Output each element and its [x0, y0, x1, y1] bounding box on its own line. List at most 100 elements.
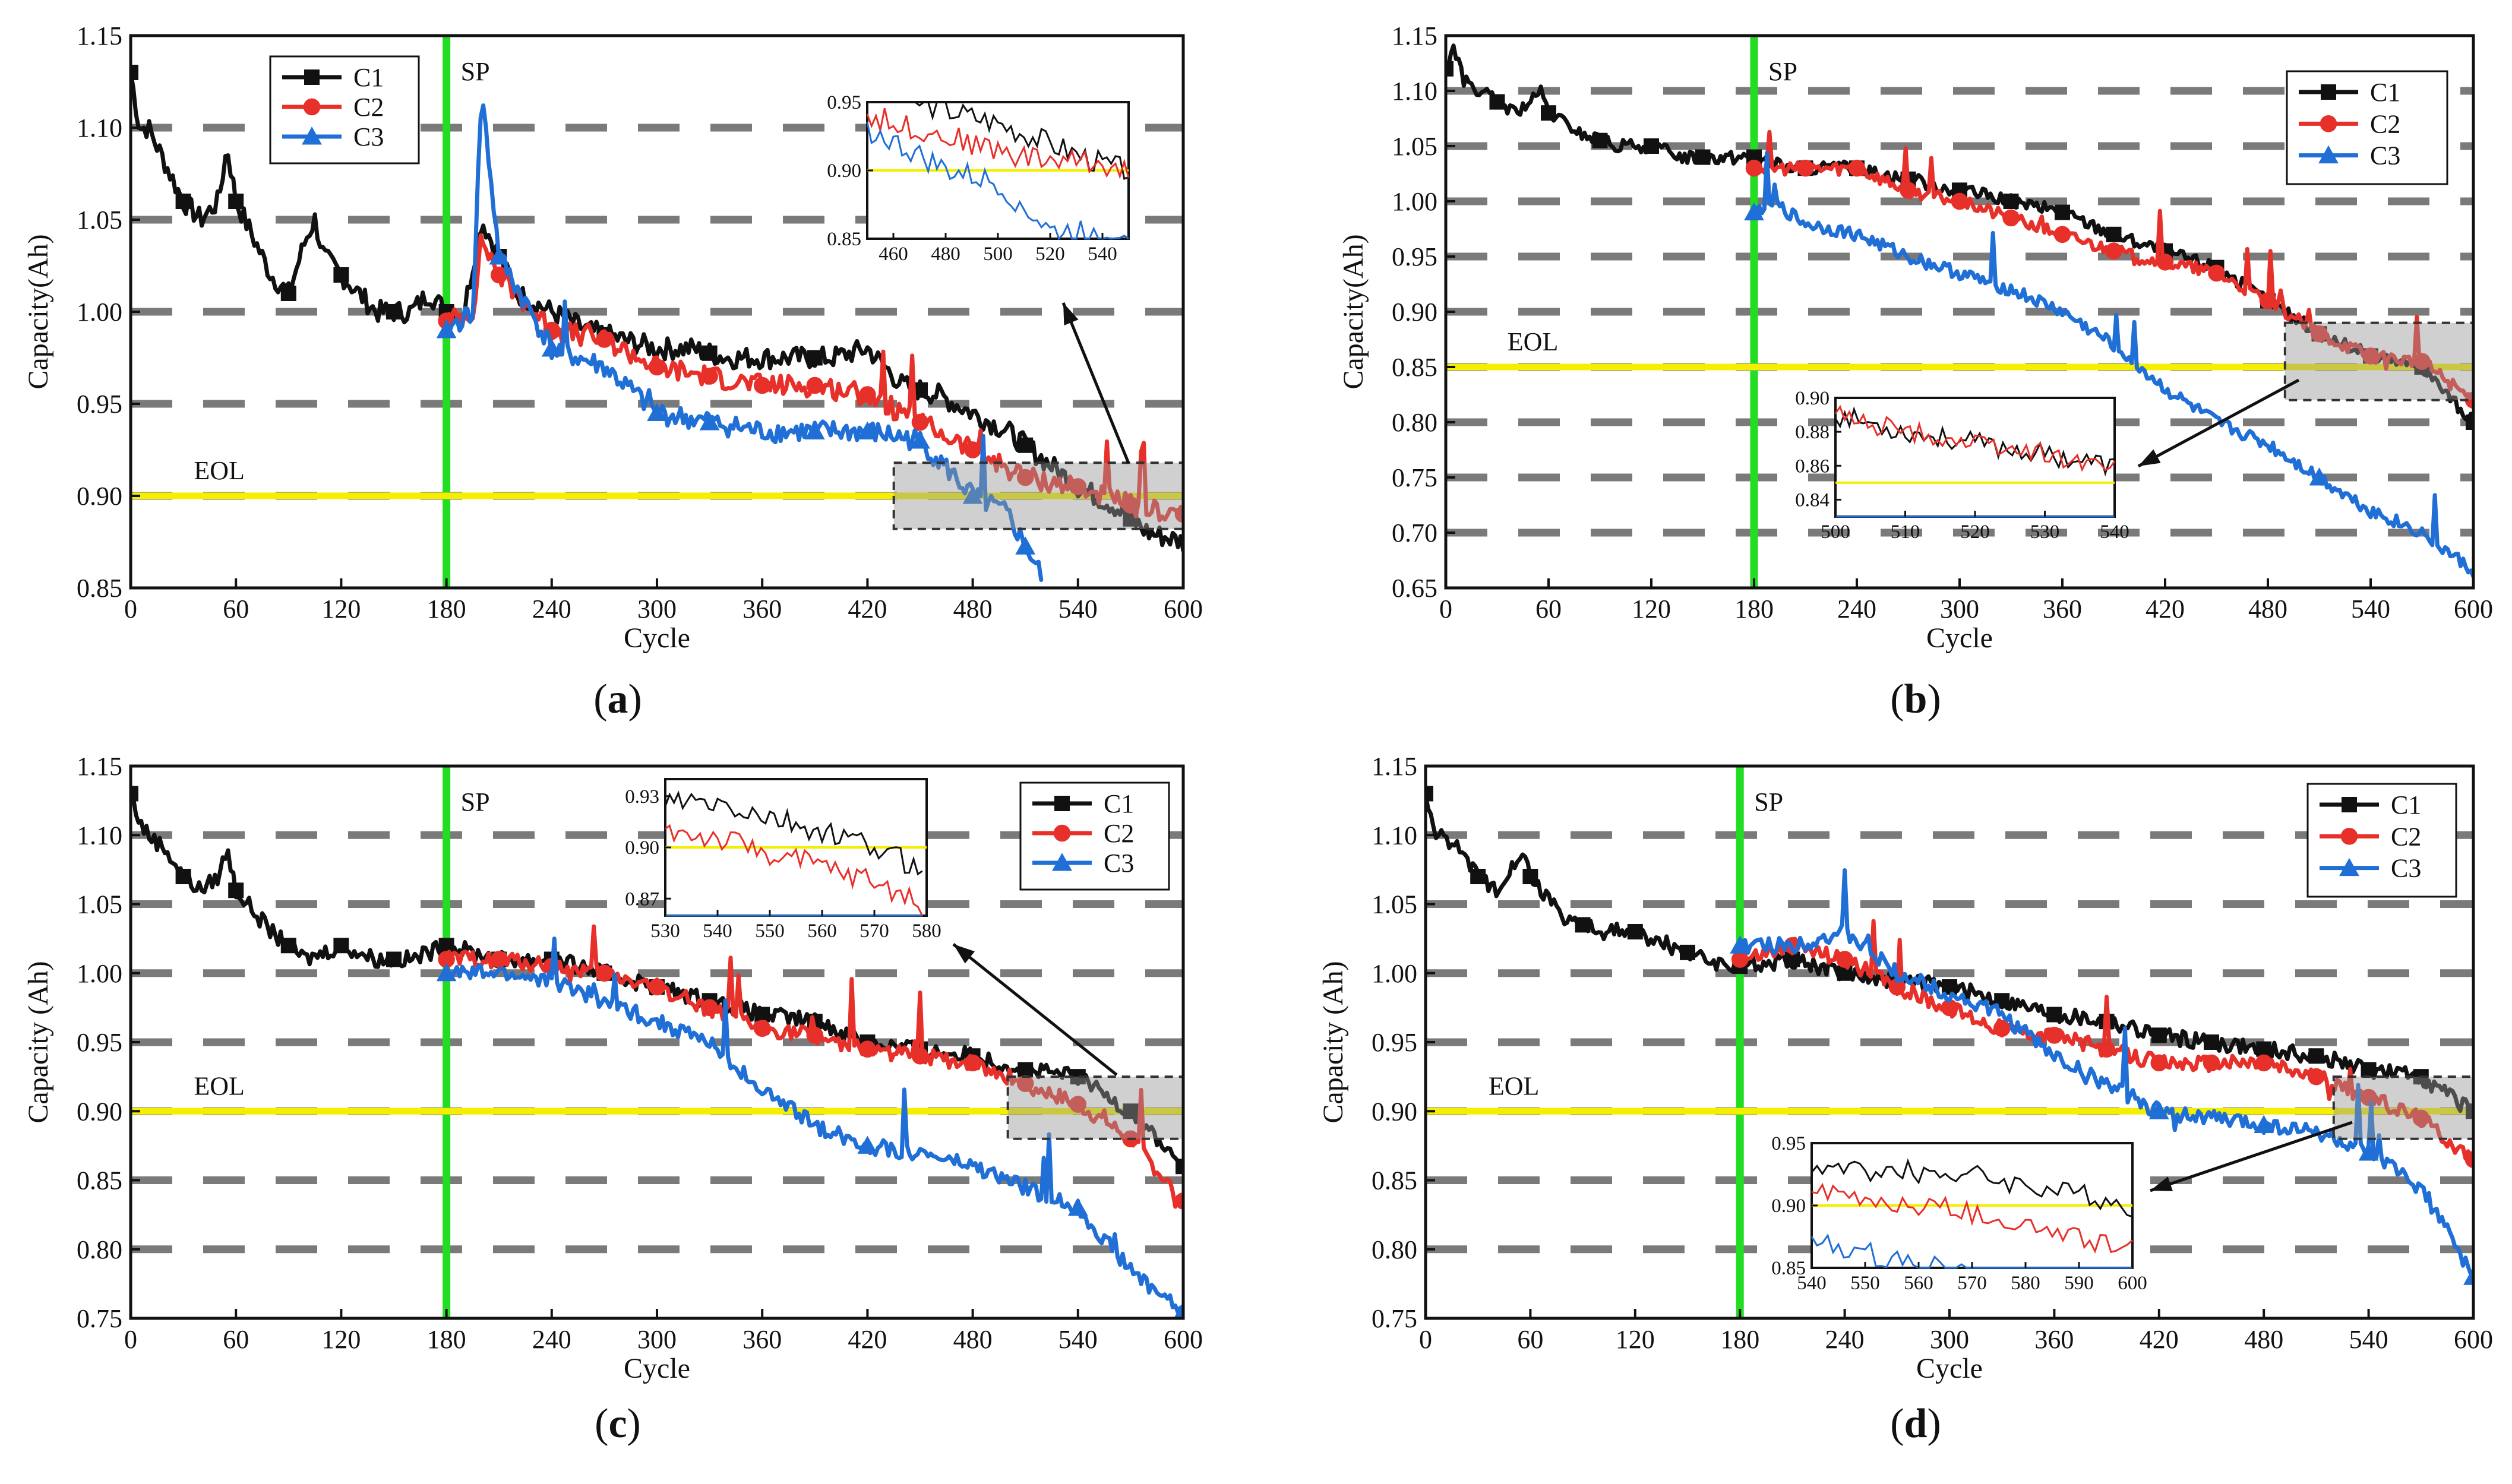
- series-C1-point: [386, 304, 402, 319]
- ytick-label: 1.00: [77, 959, 122, 988]
- series-C2-point: [2464, 1151, 2473, 1168]
- ytick-label: 0.90: [1392, 298, 1437, 327]
- xtick-label: 300: [637, 1325, 677, 1354]
- legend-label-C1: C1: [2391, 790, 2421, 819]
- legend-label-C3: C3: [2391, 854, 2421, 883]
- series-C1-point: [2466, 414, 2473, 430]
- series-C1-point: [1541, 105, 1556, 121]
- series-C1-point: [1837, 965, 1853, 981]
- series-C2-point: [964, 441, 981, 458]
- xtick-label: 540: [2351, 594, 2390, 624]
- inset-ytick-label: 0.90: [1795, 388, 1830, 409]
- series-C3-point: [699, 412, 720, 431]
- legend-marker-C1: [304, 69, 320, 85]
- series-C3-line: [1737, 868, 2473, 1276]
- series-C3-point: [436, 963, 457, 982]
- legend-marker-C3: [302, 126, 322, 145]
- xtick-label: 600: [1164, 1325, 1203, 1354]
- series-C3-point: [857, 1135, 878, 1154]
- caption-close: ): [627, 1401, 641, 1447]
- legend-box: [2306, 783, 2457, 898]
- xtick-label: 120: [321, 1325, 361, 1354]
- series-C3-point: [1744, 202, 1764, 221]
- legend-marker-C2: [303, 98, 321, 116]
- series-C2-point: [1888, 978, 1906, 996]
- series-C2-point: [2046, 1027, 2063, 1044]
- legend-marker-C1: [2321, 84, 2336, 100]
- inset-xtick-label: 570: [1957, 1273, 1987, 1294]
- series-area: [1446, 43, 2473, 579]
- inset-ytick-label: 0.88: [1795, 422, 1830, 443]
- series-C1-point: [754, 1007, 770, 1023]
- xtick-label: 60: [1517, 1325, 1543, 1354]
- series-C2-point: [806, 376, 824, 394]
- series-area: [131, 786, 1183, 1318]
- series-C2-point: [596, 964, 613, 982]
- panel-c: SP EOL 530 540 550 560 570 580 0.87 0.90 0.93 0 60 12…: [23, 752, 1203, 1447]
- ytick-label: 0.95: [77, 1028, 122, 1057]
- series-C2-point: [2098, 1040, 2115, 1058]
- caption-open: (: [1890, 1401, 1904, 1447]
- ytick-label: 0.85: [1372, 1166, 1417, 1195]
- sp-label: SP: [461, 57, 490, 86]
- series-C3-point: [962, 486, 983, 504]
- panel-a: SP EOL 460 480 500 520 540 0.85 0.90 0.95 0 60 120 18…: [23, 21, 1203, 722]
- ytick-label: 0.75: [1392, 463, 1437, 492]
- series-C2-point: [753, 1020, 771, 1037]
- inset-series-C2: [866, 107, 1130, 179]
- inset-xtick-label: 550: [755, 920, 785, 942]
- inset-xtick-label: 500: [983, 243, 1013, 265]
- series-C1-point: [131, 786, 138, 802]
- xtick-label: 60: [223, 1325, 249, 1354]
- series-C2-point: [1016, 1075, 1034, 1093]
- series-C2-point: [2053, 226, 2071, 243]
- series-area: [1426, 786, 2473, 1285]
- xtick-label: 60: [1535, 594, 1562, 624]
- caption-open: (: [595, 1401, 608, 1447]
- x-axis-label: Cycle: [1916, 1353, 1983, 1384]
- caption-open: (: [1890, 676, 1904, 722]
- xtick-label: 180: [427, 594, 466, 624]
- ytick-label: 0.95: [1392, 242, 1437, 271]
- legend-label-C2: C2: [1104, 819, 1134, 848]
- series-C2-point: [2208, 264, 2225, 282]
- series-C3-line: [444, 936, 1183, 1315]
- legend-marker-C3: [1052, 853, 1072, 871]
- inset-series-C1: [1810, 1158, 2133, 1218]
- inset-xtick-label: 480: [931, 243, 960, 265]
- legend-marker-C1: [1054, 796, 1070, 811]
- zoom-box: [892, 461, 1184, 530]
- legend-label-C3: C3: [1104, 849, 1134, 878]
- inset-ytick-label: 0.85: [827, 229, 861, 250]
- caption-close: ): [1927, 1401, 1941, 1447]
- inset-series-C1: [867, 101, 1129, 181]
- x-axis-label: Cycle: [624, 1353, 690, 1384]
- xtick-label: 120: [321, 594, 361, 624]
- series-C1-point: [175, 869, 191, 884]
- series-C2-point: [2464, 391, 2473, 409]
- inset-series-C3: [866, 122, 1129, 241]
- series-C2-point: [1069, 1096, 1087, 1113]
- xtick-label: 300: [637, 594, 677, 624]
- series-C2-point: [1941, 999, 1958, 1017]
- series-C2-point: [2362, 347, 2380, 365]
- series-C2-point: [490, 951, 508, 968]
- series-C2-point: [1900, 182, 1917, 199]
- zoom-arrow: [1061, 302, 1130, 464]
- series-C2-point: [701, 368, 718, 385]
- ytick-label: 1.10: [77, 821, 122, 850]
- legend-label-C3: C3: [353, 122, 384, 151]
- series-C1-point: [1522, 869, 1538, 884]
- zoom-arrow: [2137, 378, 2300, 468]
- series-C3-point: [436, 320, 457, 338]
- inset-xtick-label: 600: [2118, 1273, 2147, 1294]
- legend-label-C1: C1: [353, 63, 384, 92]
- xtick-label: 600: [1164, 594, 1203, 624]
- caption-close: ): [1927, 676, 1941, 722]
- inset-xtick-label: 540: [1088, 243, 1117, 265]
- sp-label: SP: [1754, 787, 1783, 817]
- zoom-box: [1006, 1075, 1184, 1140]
- xtick-label: 420: [848, 594, 887, 624]
- ytick-label: 0.95: [77, 390, 122, 419]
